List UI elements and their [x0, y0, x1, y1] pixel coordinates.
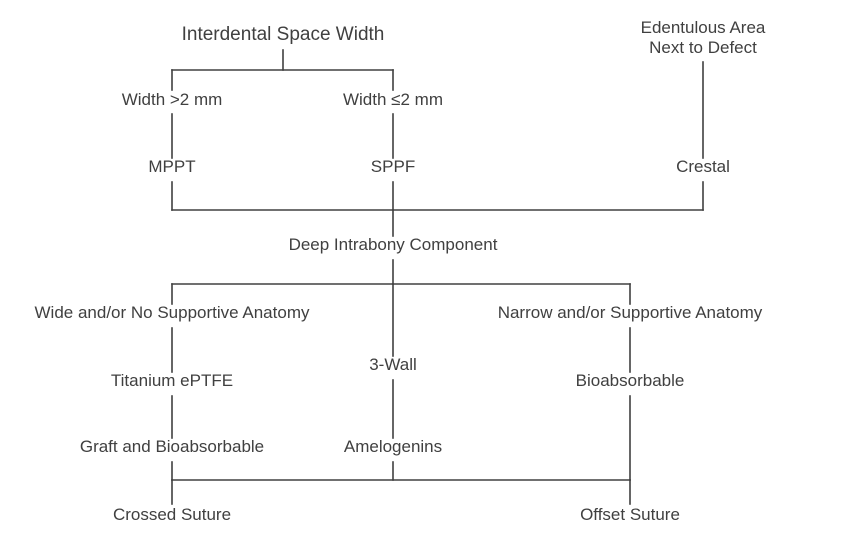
node-amelo: Amelogenins	[344, 437, 442, 456]
diagram-labels: Interdental Space Width Edentulous AreaNe…	[35, 18, 766, 524]
node-tit: Titanium ePTFE	[111, 371, 233, 390]
diagram-edges	[172, 50, 703, 504]
node-crestal: Crestal	[676, 157, 730, 176]
node-bioabs: Bioabsorbable	[576, 371, 685, 390]
node-crossed: Crossed Suture	[113, 505, 231, 524]
node-widthGt: Width >2 mm	[122, 90, 223, 109]
node-widthLe: Width ≤2 mm	[343, 90, 443, 109]
node-sppf: SPPF	[371, 157, 415, 176]
node-graft: Graft and Bioabsorbable	[80, 437, 264, 456]
node-deep: Deep Intrabony Component	[289, 235, 498, 254]
node-wide: Wide and/or No Supportive Anatomy	[35, 303, 310, 322]
node-offset: Offset Suture	[580, 505, 680, 524]
decision-tree-diagram: Interdental Space Width Edentulous AreaNe…	[0, 0, 864, 560]
node-wall3: 3-Wall	[369, 355, 417, 374]
node-root1: Interdental Space Width	[182, 24, 385, 45]
node-mppt: MPPT	[148, 157, 195, 176]
node-root2b: Next to Defect	[649, 38, 757, 57]
node-narrow: Narrow and/or Supportive Anatomy	[498, 303, 763, 322]
node-root2a: Edentulous Area	[641, 18, 766, 37]
